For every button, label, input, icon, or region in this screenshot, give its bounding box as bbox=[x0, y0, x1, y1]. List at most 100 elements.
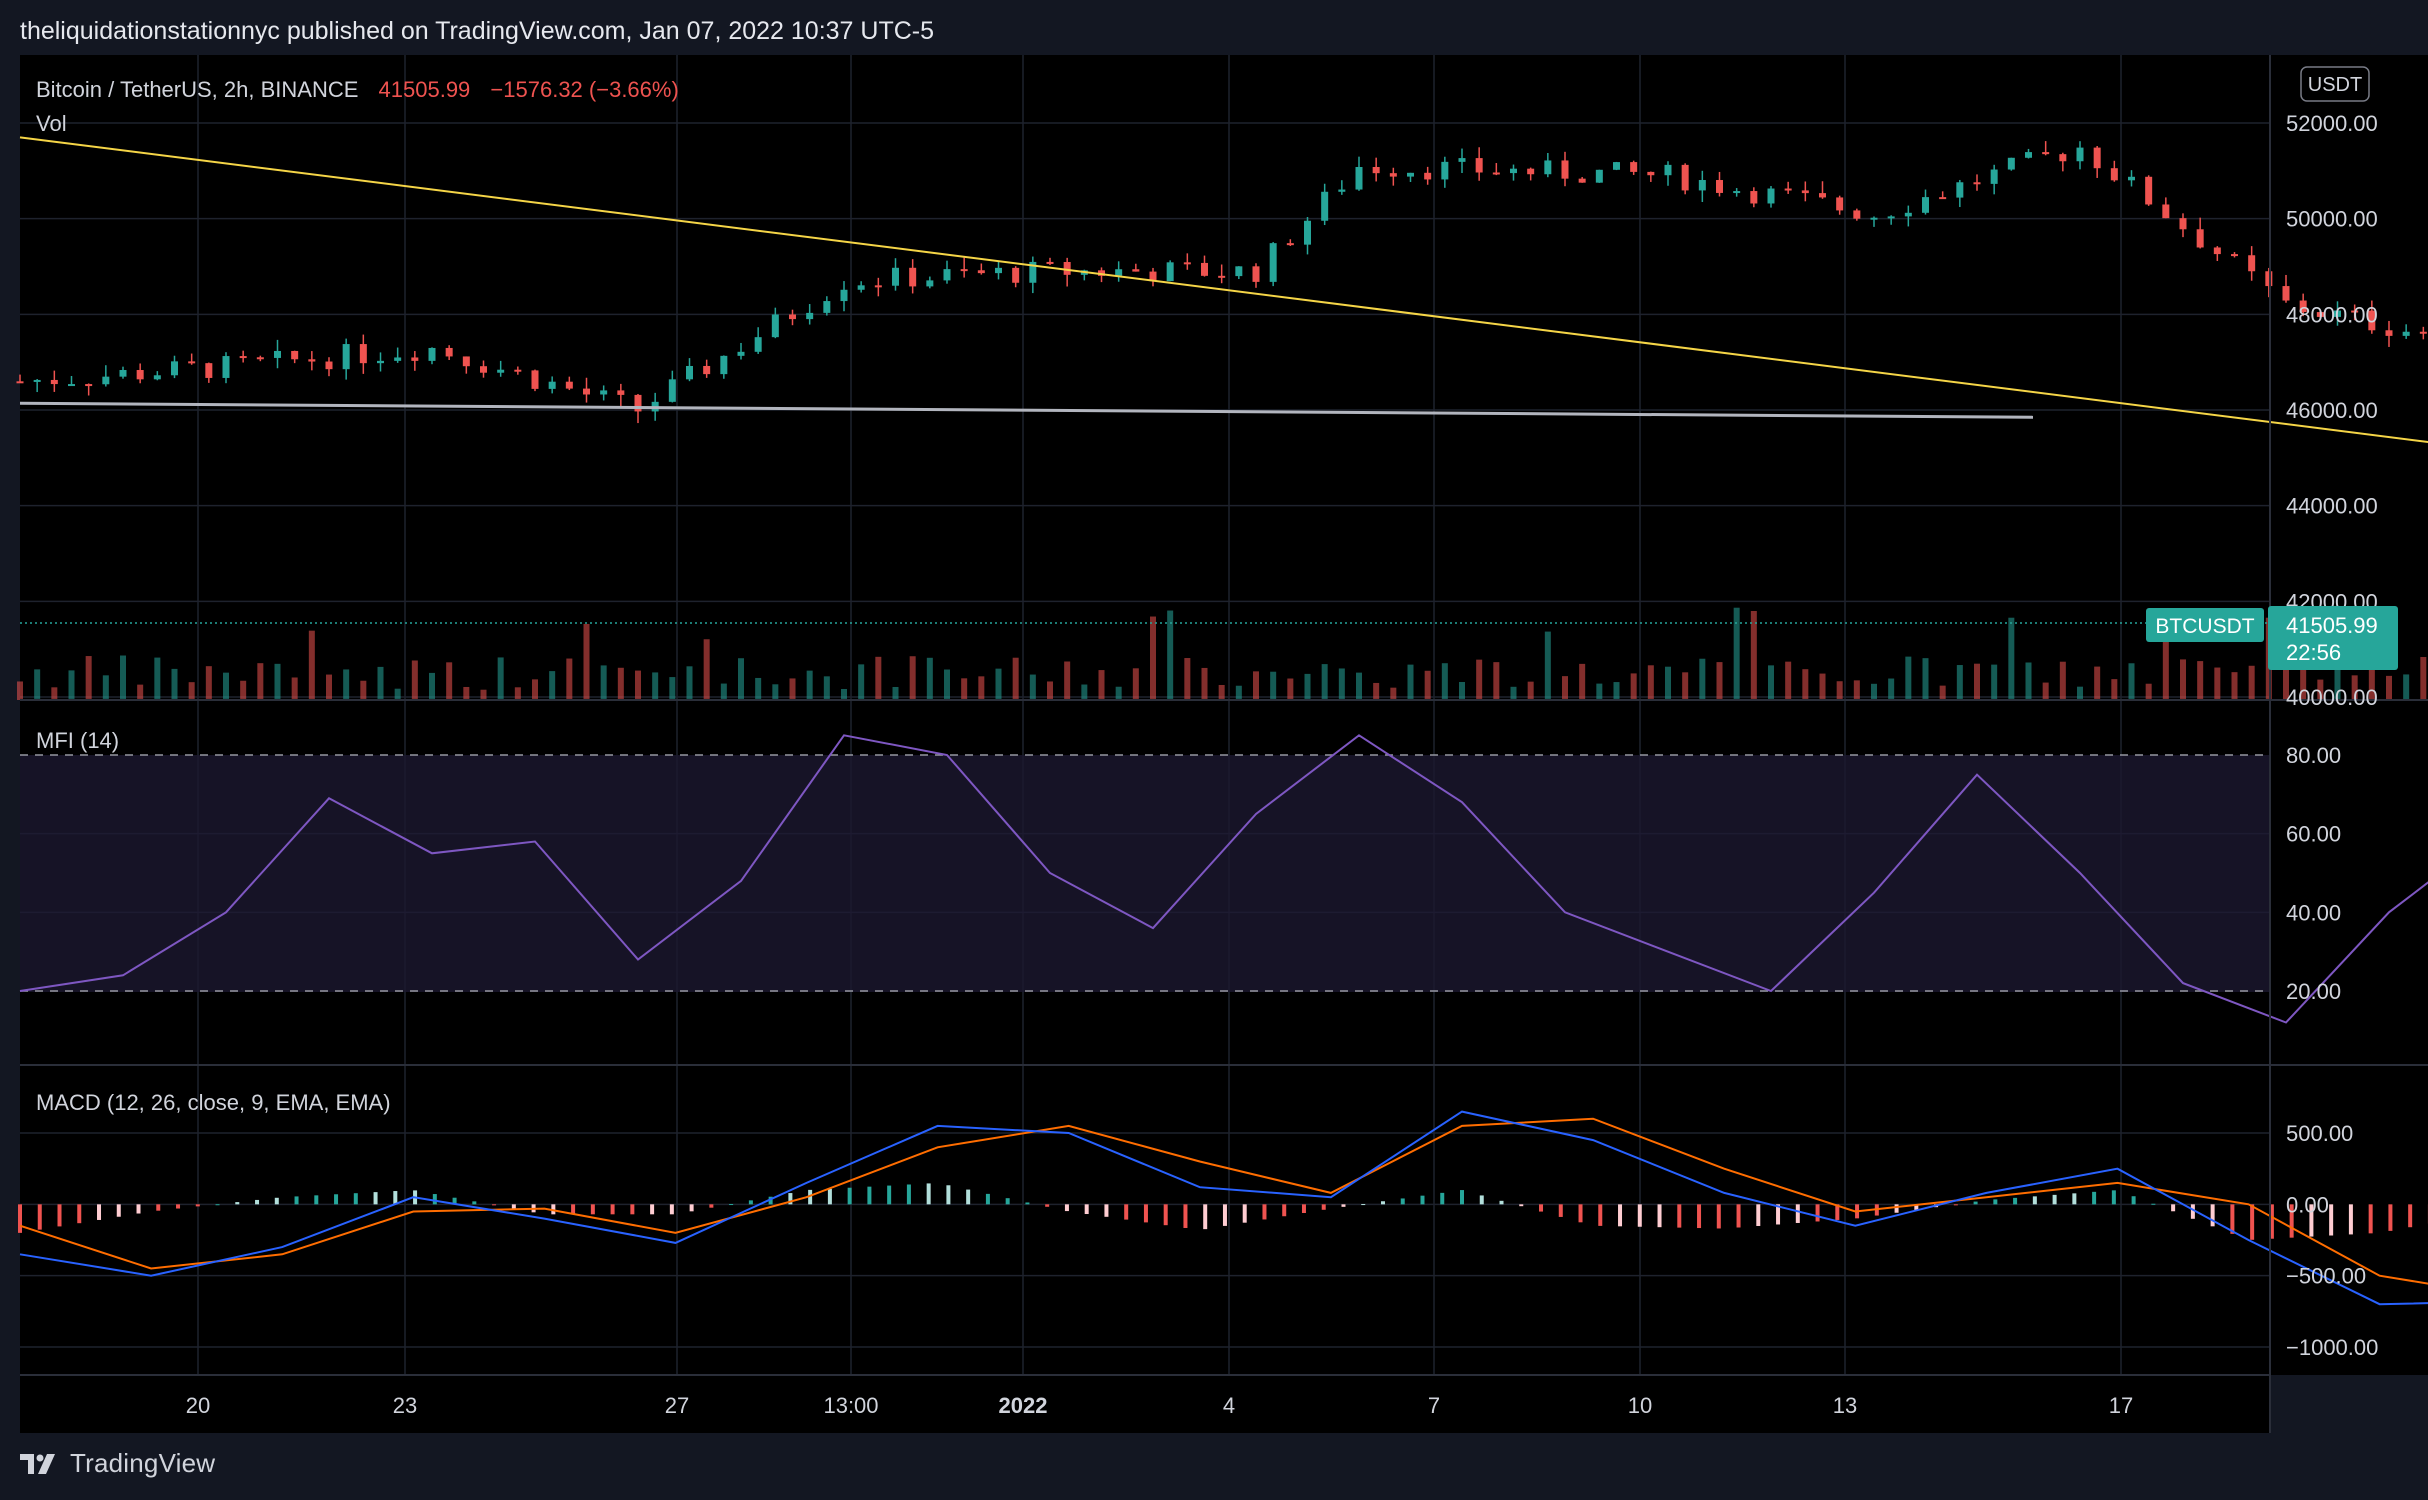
currency-button-label: USDT bbox=[2308, 74, 2362, 96]
published-caption: theliquidationstationnyc published on Tr… bbox=[20, 17, 935, 45]
volume-bar bbox=[171, 668, 178, 700]
macd-hist-bar bbox=[1637, 1204, 1642, 1227]
price-scale-background[interactable] bbox=[2270, 55, 2428, 1375]
volume-bar bbox=[1871, 683, 1877, 700]
time-scale-background[interactable] bbox=[20, 1375, 2270, 1433]
candle-body bbox=[1149, 271, 1157, 282]
macd-hist-bar bbox=[985, 1193, 990, 1205]
candle-body bbox=[1286, 243, 1294, 246]
mfi-legend[interactable]: MFI (14) bbox=[36, 728, 119, 753]
volume-bar bbox=[1750, 610, 1757, 700]
macd-hist-bar bbox=[1440, 1192, 1445, 1205]
volume-bar bbox=[1493, 662, 1500, 700]
candle-body bbox=[2351, 310, 2359, 313]
volume-bar bbox=[1579, 663, 1586, 700]
candle-body bbox=[1338, 189, 1346, 192]
macd-hist-bar bbox=[1262, 1204, 1267, 1220]
macd-hist-bar bbox=[1301, 1204, 1306, 1214]
macd-hist-bar bbox=[906, 1184, 911, 1205]
macd-hist-bar bbox=[571, 1204, 576, 1215]
volume-bar bbox=[1218, 684, 1225, 700]
macd-hist-bar bbox=[689, 1204, 694, 1212]
macd-tick-label: 0.00 bbox=[2286, 1192, 2329, 1217]
candle-body bbox=[1561, 160, 1569, 179]
candle-body bbox=[1201, 262, 1208, 276]
macd-hist-bar bbox=[1499, 1200, 1504, 1205]
macd-hist-bar bbox=[2190, 1204, 2195, 1219]
price-tick-label: 46000.00 bbox=[2286, 398, 2378, 423]
candle-body bbox=[1098, 270, 1105, 276]
macd-hist-bar bbox=[156, 1204, 161, 1211]
volume-bar bbox=[635, 670, 641, 700]
macd-hist-bar bbox=[1183, 1204, 1188, 1228]
volume-bar bbox=[686, 666, 693, 700]
candle-body bbox=[1681, 164, 1689, 191]
candle-body bbox=[565, 381, 573, 389]
candle-body bbox=[1218, 275, 1226, 278]
tradingview-wordmark: TradingView bbox=[70, 1448, 216, 1478]
macd-hist-bar bbox=[2131, 1196, 2136, 1205]
macd-hist-bar bbox=[1756, 1204, 1761, 1226]
candle-body bbox=[50, 379, 58, 385]
macd-hist-bar bbox=[2111, 1190, 2116, 1205]
candle-body bbox=[1115, 269, 1123, 276]
plot-background bbox=[20, 55, 2270, 1375]
price-tick-label: 48000.00 bbox=[2286, 302, 2378, 327]
volume-bar bbox=[343, 669, 350, 700]
candle-body bbox=[583, 388, 590, 395]
volume-bar bbox=[1407, 664, 1414, 700]
candle-body bbox=[806, 312, 814, 320]
time-tick-label: 23 bbox=[393, 1393, 417, 1418]
mfi-tick-label: 80.00 bbox=[2286, 743, 2341, 768]
branding[interactable]: TradingView bbox=[20, 1448, 215, 1479]
candle-body bbox=[1355, 166, 1363, 190]
currency-button[interactable]: USDT bbox=[2300, 66, 2370, 102]
volume-bar bbox=[2111, 679, 2118, 700]
ticker-tag-label: BTCUSDT bbox=[2155, 615, 2254, 638]
candle-body bbox=[1664, 164, 1672, 176]
macd-hist-bar bbox=[1203, 1204, 1208, 1230]
candle-body bbox=[1389, 173, 1397, 177]
macd-hist-bar bbox=[77, 1204, 82, 1224]
volume-bar bbox=[1768, 665, 1774, 700]
macd-hist-bar bbox=[2013, 1197, 2018, 1205]
macd-hist-bar bbox=[2171, 1204, 2176, 1212]
trend-line[interactable] bbox=[19, 136, 2428, 704]
volume-bar bbox=[738, 658, 744, 700]
candle-body bbox=[1956, 182, 1964, 198]
volume-bar bbox=[995, 668, 1002, 700]
volume-bar bbox=[51, 687, 58, 700]
macd-hist-bar bbox=[966, 1189, 971, 1205]
macd-hist-bar bbox=[1835, 1204, 1840, 1220]
macd-hist-bar bbox=[1795, 1204, 1800, 1223]
support-line[interactable] bbox=[19, 401, 2034, 419]
volume-bar bbox=[223, 672, 229, 700]
candle-body bbox=[2042, 152, 2050, 155]
candle-body bbox=[771, 314, 779, 338]
candle-body bbox=[1012, 267, 1020, 283]
macd-hist-bar bbox=[630, 1204, 635, 1215]
macd-legend[interactable]: MACD (12, 26, close, 9, EMA, EMA) bbox=[36, 1090, 391, 1115]
legend-symbol: Bitcoin / TetherUS, 2h, BINANCE 41505.99… bbox=[36, 77, 679, 102]
volume-bar bbox=[2386, 675, 2392, 700]
volume-bar bbox=[1081, 684, 1088, 700]
price-tag-countdown: 22:56 bbox=[2286, 640, 2341, 665]
macd-hist-bar bbox=[1380, 1201, 1385, 1205]
macd-hist-bar bbox=[1163, 1204, 1168, 1226]
candle-body bbox=[1990, 169, 1998, 184]
volume-bar bbox=[188, 682, 195, 700]
candle-body bbox=[840, 289, 848, 302]
legend-vol[interactable]: Vol bbox=[36, 111, 67, 136]
volume-bar bbox=[823, 676, 830, 700]
volume-bar bbox=[566, 658, 573, 700]
macd-hist-bar bbox=[808, 1189, 813, 1205]
candle-body bbox=[274, 350, 281, 358]
macd-hist-bar bbox=[1519, 1204, 1524, 1207]
volume-bar bbox=[1613, 682, 1620, 700]
volume-bar bbox=[2334, 665, 2341, 700]
macd-hist-bar bbox=[314, 1195, 319, 1205]
candle-body bbox=[462, 356, 470, 367]
candle-body bbox=[1063, 261, 1071, 275]
volume-bar bbox=[2351, 675, 2358, 700]
